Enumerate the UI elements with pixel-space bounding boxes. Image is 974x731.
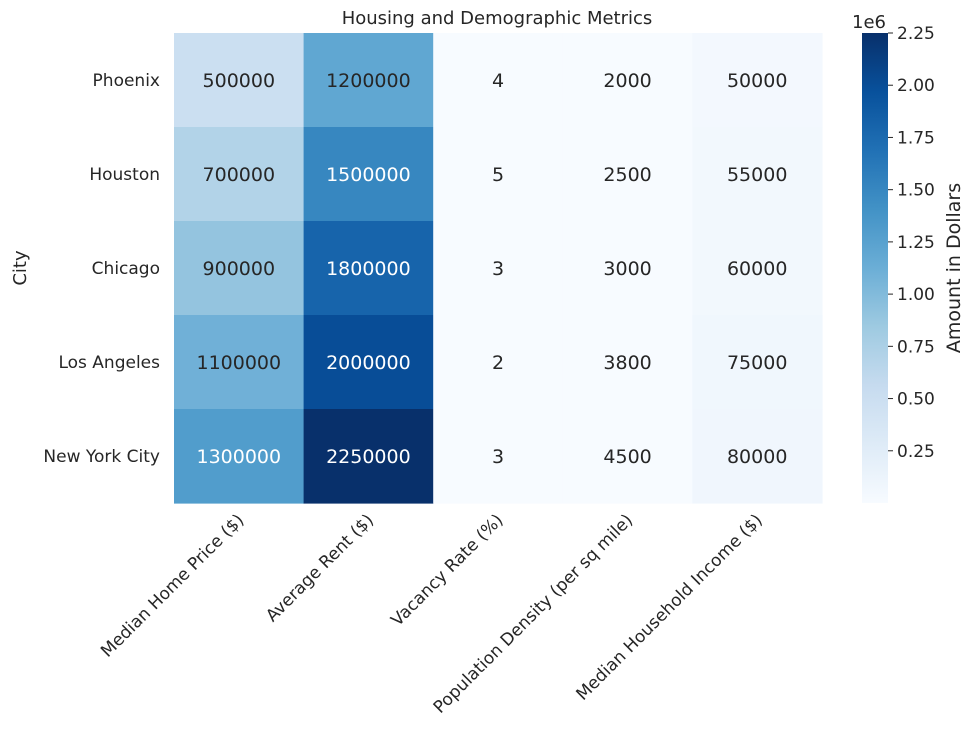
colorbar-tick-label: 0.50: [897, 390, 935, 410]
colorbar-tick-label: 2.25: [897, 24, 935, 44]
cell-value-label: 500000: [203, 70, 276, 92]
row-tick-label: Phoenix: [93, 71, 160, 91]
colorbar: [862, 33, 888, 503]
colorbar-tick-label: 1.00: [897, 285, 935, 305]
cell-value-label: 80000: [727, 446, 787, 468]
heatmap-cell: [562, 315, 693, 410]
y-axis-label: City: [10, 250, 31, 286]
heatmap-cell: [303, 33, 434, 128]
heatmap-cell: [433, 33, 564, 128]
colorbar-tick-label: 0.25: [897, 442, 935, 462]
cell-value-label: 2250000: [326, 446, 411, 468]
cell-value-label: 3800: [603, 352, 651, 374]
cell-value-label: 1800000: [326, 258, 411, 280]
cell-value-label: 5: [492, 164, 504, 186]
cell-value-label: 3: [492, 446, 504, 468]
column-tick-labels: Median Home Price ($) Average Rent ($) Vac…: [97, 510, 767, 717]
colorbar-tick-label: 0.75: [897, 337, 935, 357]
colorbar-offset-label: 1e6: [852, 12, 886, 33]
cell-value-label: 75000: [727, 352, 787, 374]
column-tick-label: Average Rent ($): [262, 510, 378, 626]
colorbar-label: Amount in Dollars: [943, 183, 965, 353]
heatmap-cell: [562, 221, 693, 316]
heatmap-cell: [433, 221, 564, 316]
heatmap-cell: [303, 127, 434, 222]
heatmap-cell: [303, 221, 434, 316]
colorbar-tick-label: 2.00: [897, 76, 935, 96]
heatmap-cell: [562, 127, 693, 222]
colorbar-ticks: 0.25 0.50 0.75 1.00 1.25 1.50 1.75 2.00 2.25: [888, 24, 935, 462]
heatmap-cell: [433, 127, 564, 222]
chart-title: Housing and Demographic Metrics: [342, 8, 653, 29]
column-tick-label: Vacancy Rate (%): [387, 510, 507, 630]
heatmap-cell: [303, 315, 434, 410]
colorbar-tick-label: 1.50: [897, 181, 935, 201]
heatmap-cell: [692, 315, 823, 410]
cell-value-label: 900000: [203, 258, 276, 280]
cell-value-label: 4: [492, 70, 504, 92]
heatmap-cell: [303, 409, 434, 504]
row-tick-label: Los Angeles: [58, 353, 160, 373]
colorbar-tick-label: 1.25: [897, 233, 935, 253]
column-tick-label: Median Home Price ($): [97, 510, 248, 661]
colorbar-tick-label: 1.75: [897, 128, 935, 148]
heatmap-cell: [174, 409, 305, 504]
cell-value-label: 1100000: [196, 352, 281, 374]
cell-value-label: 1300000: [196, 446, 281, 468]
heatmap-cell: [174, 127, 305, 222]
heatmap-cell-labels: 500000 1200000 4 2000 50000 700000 1500000 5 250…: [196, 70, 787, 468]
cell-value-label: 55000: [727, 164, 787, 186]
heatmap-cell: [174, 221, 305, 316]
heatmap-cell: [174, 315, 305, 410]
cell-value-label: 2: [492, 352, 504, 374]
heatmap-cell: [433, 409, 564, 504]
cell-value-label: 2000000: [326, 352, 411, 374]
cell-value-label: 60000: [727, 258, 787, 280]
heatmap-cell: [692, 33, 823, 128]
heatmap-cell: [562, 33, 693, 128]
heatmap-cell: [433, 315, 564, 410]
heatmap-cell: [174, 33, 305, 128]
row-tick-label: New York City: [43, 447, 160, 467]
heatmap-cells: [174, 33, 823, 504]
cell-value-label: 2500: [603, 164, 651, 186]
cell-value-label: 700000: [203, 164, 276, 186]
cell-value-label: 1500000: [326, 164, 411, 186]
row-tick-label: Houston: [89, 165, 160, 185]
row-tick-labels: Phoenix Houston Chicago Los Angeles New York…: [43, 71, 160, 467]
heatmap-cell: [562, 409, 693, 504]
heatmap-cell: [692, 127, 823, 222]
cell-value-label: 4500: [603, 446, 651, 468]
cell-value-label: 2000: [603, 70, 651, 92]
cell-value-label: 1200000: [326, 70, 411, 92]
cell-value-label: 3: [492, 258, 504, 280]
heatmap-cell: [692, 221, 823, 316]
heatmap-cell: [692, 409, 823, 504]
cell-value-label: 3000: [603, 258, 651, 280]
cell-value-label: 50000: [727, 70, 787, 92]
row-tick-label: Chicago: [92, 259, 160, 279]
